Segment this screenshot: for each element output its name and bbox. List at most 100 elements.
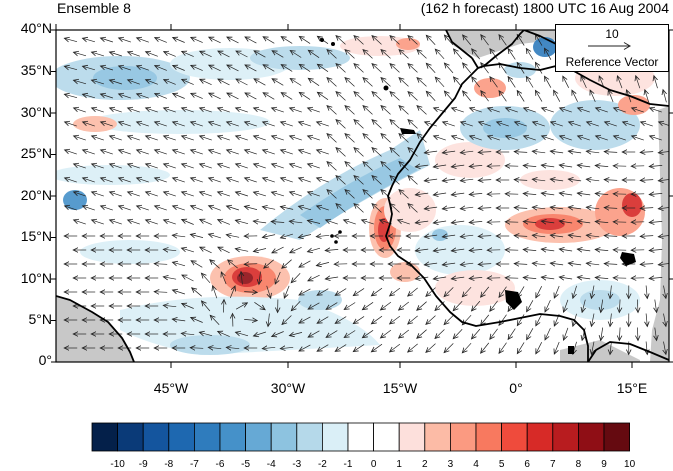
wind-vector-arrow	[83, 150, 95, 155]
cape-verde-island	[338, 230, 342, 234]
wind-vector-arrow	[444, 63, 454, 74]
colorbar-box	[142, 422, 170, 452]
wind-vector-arrow	[578, 136, 590, 141]
wind-vector-arrow	[163, 249, 177, 250]
wind-vector-arrow	[535, 34, 543, 46]
wind-vector-arrow	[577, 165, 591, 167]
wind-vector-arrow	[586, 179, 600, 181]
wind-vector-arrow	[582, 299, 585, 313]
wind-vector-arrow	[563, 76, 570, 88]
wind-vector-arrow	[523, 277, 537, 278]
wind-vector-arrow	[424, 263, 438, 265]
wind-vector-arrow	[408, 343, 418, 352]
colorbar-label: -6	[215, 459, 225, 470]
wind-vector-arrow	[560, 136, 572, 141]
wind-vector-arrow	[272, 108, 284, 113]
wind-vector-arrow	[381, 78, 391, 87]
wind-vector-arrow	[452, 108, 464, 113]
wind-vector-arrow	[146, 220, 158, 225]
wind-vector-arrow	[434, 136, 446, 141]
wind-vector-arrow	[264, 259, 274, 268]
wind-vector-arrow	[463, 91, 472, 102]
wind-vector-arrow	[550, 151, 564, 153]
wind-vector-arrow	[308, 248, 321, 252]
wind-vector-arrow	[442, 235, 456, 237]
wind-vector-arrow	[381, 162, 391, 171]
wind-vector-arrow	[236, 108, 248, 113]
wind-vector-arrow	[262, 235, 276, 238]
wind-vector-arrow	[137, 38, 149, 43]
wind-vector-arrow	[209, 206, 221, 211]
wind-vector-arrow	[632, 136, 644, 141]
wind-vector-arrow	[508, 328, 516, 340]
wind-vector-arrow	[245, 178, 257, 183]
wind-vector-arrow	[119, 38, 132, 43]
wind-vector-arrow	[281, 37, 293, 44]
wind-vector-arrow	[92, 80, 105, 85]
wind-vector-arrow	[577, 249, 591, 251]
colorbar-label: 4	[473, 459, 479, 470]
wind-vector-arrow	[241, 272, 242, 285]
wind-vector-arrow	[371, 315, 383, 324]
wind-vector-arrow	[506, 136, 518, 141]
wind-vector-arrow	[354, 36, 364, 45]
wind-vector-arrow	[317, 316, 329, 324]
wind-vector-arrow	[442, 207, 456, 209]
wind-vector-arrow	[209, 234, 222, 239]
reference-vector-label: Reference Vector	[565, 55, 659, 69]
wind-vector-arrow	[280, 207, 294, 210]
wind-vector-arrow	[254, 192, 267, 197]
wind-vector-arrow	[263, 150, 275, 155]
wind-vector-arrow	[83, 178, 95, 183]
wind-vector-arrow	[137, 150, 149, 155]
wind-vector-arrow	[641, 122, 653, 127]
wind-vector-arrow	[272, 192, 285, 197]
wind-vector-arrow	[155, 206, 167, 211]
wind-vector-arrow	[235, 249, 249, 252]
wind-vector-arrow	[568, 263, 582, 265]
lat-label-40n: 40°N	[20, 20, 52, 36]
wind-vector-arrow	[610, 285, 611, 299]
wind-vector-arrow	[532, 151, 546, 153]
wind-vector-arrow	[658, 235, 669, 237]
wind-vector-arrow	[289, 221, 303, 223]
wind-vector-arrow	[327, 134, 337, 143]
wind-vector-arrow	[541, 165, 555, 167]
lat-label-30n: 30°N	[20, 104, 52, 120]
wind-vector-arrow	[469, 193, 483, 194]
wind-vector-arrow	[586, 207, 600, 209]
wind-vector-arrow	[353, 288, 365, 295]
wind-vector-arrow	[568, 207, 582, 209]
colorbar-box	[245, 422, 272, 452]
wind-vector-arrow	[317, 122, 329, 127]
wind-vector-arrow	[481, 35, 489, 46]
wind-vector-arrow	[372, 176, 382, 185]
wind-vector-arrow	[299, 260, 311, 267]
wind-vector-arrow	[155, 94, 167, 99]
wind-vector-arrow	[408, 92, 418, 101]
wind-vector-arrow	[559, 277, 573, 279]
wind-vector-arrow	[617, 76, 623, 89]
wind-vector-arrow	[299, 316, 311, 323]
wind-vector-arrow	[335, 344, 347, 352]
wind-vector-arrow	[244, 206, 258, 209]
wind-vector-arrow	[655, 327, 657, 341]
colorbar-box	[168, 422, 195, 452]
wind-vector-arrow	[426, 343, 436, 353]
wind-vector-arrow	[523, 193, 537, 194]
europe-iberia-coastline	[445, 30, 473, 59]
wind-vector-arrow	[137, 206, 149, 211]
lat-label-35n: 35°N	[20, 62, 52, 78]
wind-vector-arrow	[119, 66, 132, 71]
wind-vector-arrow	[290, 51, 302, 58]
wind-vector-arrow	[554, 285, 560, 298]
wind-vector-arrow	[408, 36, 418, 45]
wind-vector-arrow	[218, 108, 230, 113]
wind-vector-arrow	[372, 148, 382, 157]
lat-label-25n: 25°N	[20, 145, 52, 161]
wind-vector-arrow	[146, 192, 158, 197]
wind-vector-arrow	[577, 221, 591, 223]
wind-vector-arrow	[254, 51, 266, 58]
wind-vector-arrow	[646, 285, 647, 299]
wind-vector-arrow	[92, 220, 104, 225]
